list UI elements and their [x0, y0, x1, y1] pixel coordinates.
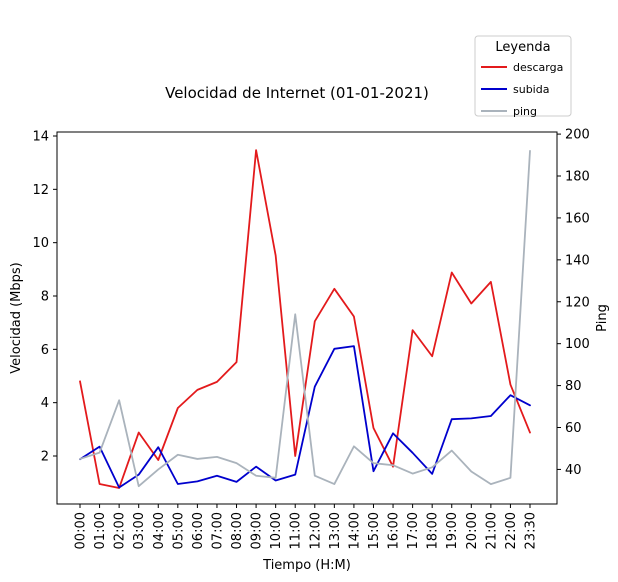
legend-label-descarga: descarga: [513, 61, 563, 74]
x-tick-label: 01:00: [93, 512, 108, 549]
x-tick-label: 22:00: [504, 512, 519, 549]
x-tick-label: 06:00: [191, 512, 206, 549]
y-tick-label: 10: [32, 236, 49, 251]
legend-title: Leyenda: [495, 40, 550, 55]
x-tick-label: 15:00: [367, 512, 382, 549]
plot-area-frame: [56, 131, 558, 505]
legend-label-subida: subida: [513, 83, 549, 96]
x-tick-label: 04:00: [152, 512, 167, 549]
x-tick-label: 09:00: [250, 512, 265, 549]
legend-entries: descarga subida ping: [481, 61, 563, 118]
y2-tick-label: 100: [565, 337, 590, 352]
series-line-ping: [79, 149, 531, 488]
y2-tick-label: 120: [565, 295, 590, 310]
x-tick-label: 10:00: [269, 512, 284, 549]
y-tick-label: 12: [32, 183, 49, 198]
y2-tick-label: 180: [565, 170, 590, 185]
x-tick-label: 18:00: [426, 512, 441, 549]
axis-ticks-layer: 2 4 6 8 10 12 14 40 60 80 100 120 140 160 180 200 00:00 0…: [32, 128, 589, 550]
y2-tick-label: 60: [565, 421, 582, 436]
legend-box: [474, 35, 572, 117]
x-tick-label: 23:30: [524, 512, 539, 549]
x-tick-label: 17:00: [406, 512, 421, 549]
y-tick-label: 6: [41, 343, 49, 358]
series-layer: [79, 149, 531, 489]
x-tick-label: 12:00: [308, 512, 323, 549]
x-tick-label: 03:00: [132, 512, 147, 549]
y2-tick-label: 140: [565, 253, 590, 268]
x-tick-label: 02:00: [113, 512, 128, 549]
x-tick-label: 21:00: [484, 512, 499, 549]
x-tick-label: 05:00: [171, 512, 186, 549]
y-tick-label: 8: [41, 290, 49, 305]
y-tick-label: 14: [32, 130, 49, 145]
x-tick-label: 16:00: [387, 512, 402, 549]
chart-title: Velocidad de Internet (01-01-2021): [165, 84, 429, 102]
x-tick-label: 08:00: [230, 512, 245, 549]
y-axis-label: Velocidad (Mbps): [9, 262, 24, 373]
x-tick-label: 14:00: [347, 512, 362, 549]
x-tick-label: 07:00: [210, 512, 225, 549]
y2-tick-label: 160: [565, 211, 590, 226]
legend: Leyenda descarga subida ping: [474, 35, 572, 118]
y2-tick-label: 80: [565, 379, 582, 394]
series-line-descarga: [79, 149, 531, 489]
y-tick-label: 4: [41, 396, 49, 411]
x-tick-label: 13:00: [328, 512, 343, 549]
y-tick-label: 2: [41, 450, 49, 465]
x-tick-label: 11:00: [289, 512, 304, 549]
x-tick-label: 20:00: [465, 512, 480, 549]
x-tick-label: 19:00: [445, 512, 460, 549]
y2-tick-label: 200: [565, 128, 590, 143]
x-axis-label: Tiempo (H:M): [262, 558, 351, 573]
x-tick-label: 00:00: [74, 512, 89, 549]
y2-tick-label: 40: [565, 463, 582, 478]
legend-label-ping: ping: [513, 105, 537, 118]
y2-axis-label: Ping: [595, 304, 610, 332]
series-line-subida: [79, 345, 531, 489]
